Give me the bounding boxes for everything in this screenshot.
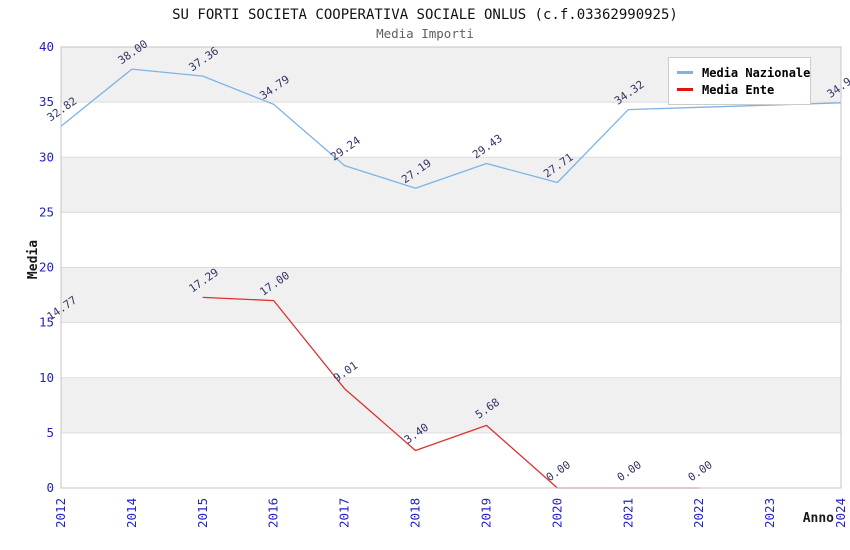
legend-swatch-media-nazionale bbox=[677, 71, 693, 74]
x-tick-label: 2018 bbox=[408, 498, 423, 528]
y-tick-label: 0 bbox=[46, 480, 54, 495]
y-axis-ticks: 0 5 10 15 20 25 30 35 40 bbox=[39, 39, 54, 495]
grid-band bbox=[61, 212, 841, 268]
x-tick-label: 2021 bbox=[620, 498, 635, 528]
legend: Media Nazionale Media Ente bbox=[668, 57, 811, 105]
y-tick-label: 5 bbox=[46, 425, 54, 440]
chart-subtitle: Media Importi bbox=[376, 26, 474, 41]
x-axis-ticks: 2012 2014 2015 2016 2017 2018 2019 2020 2021 2022… bbox=[53, 498, 848, 528]
y-tick-label: 30 bbox=[39, 149, 54, 164]
grid-band bbox=[61, 322, 841, 378]
grid-band bbox=[61, 102, 841, 158]
y-tick-label: 25 bbox=[39, 204, 54, 219]
legend-label-media-ente: Media Ente bbox=[702, 82, 775, 97]
legend-label-media-nazionale: Media Nazionale bbox=[702, 65, 811, 80]
plot-border bbox=[60, 46, 842, 489]
gridlines bbox=[61, 101, 841, 434]
x-tick-label: 2014 bbox=[124, 498, 139, 528]
x-tick-label: 2023 bbox=[762, 498, 777, 528]
x-tick-label: 2020 bbox=[549, 498, 564, 528]
x-tick-label: 2015 bbox=[195, 498, 210, 528]
x-tick-label: 2022 bbox=[691, 498, 706, 528]
x-tick-label: 2024 bbox=[833, 498, 848, 528]
x-tick-label: 2012 bbox=[53, 498, 68, 528]
y-tick-label: 35 bbox=[39, 94, 54, 109]
series-line-media-nazionale bbox=[60, 68, 842, 189]
grid-band bbox=[61, 377, 841, 433]
legend-item-media-ente: Media Ente bbox=[677, 81, 802, 98]
grid-band bbox=[61, 267, 841, 323]
y-tick-label: 40 bbox=[39, 39, 54, 54]
x-axis-title: Anno bbox=[802, 511, 834, 526]
x-tick-label: 2019 bbox=[479, 498, 494, 528]
x-tick-label: 2016 bbox=[266, 498, 281, 528]
y-tick-label: 20 bbox=[39, 260, 54, 275]
legend-item-media-nazionale: Media Nazionale bbox=[677, 64, 810, 81]
legend-swatch-media-ente bbox=[677, 88, 693, 91]
x-tick-label: 2017 bbox=[337, 498, 352, 528]
grid-band bbox=[61, 157, 841, 213]
chart-title: SU FORTI SOCIETA COOPERATIVA SOCIALE ONL… bbox=[172, 7, 678, 23]
grid-band bbox=[61, 432, 841, 488]
y-tick-label: 15 bbox=[39, 315, 54, 330]
grid-bands bbox=[61, 47, 841, 488]
y-tick-label: 10 bbox=[39, 370, 54, 385]
